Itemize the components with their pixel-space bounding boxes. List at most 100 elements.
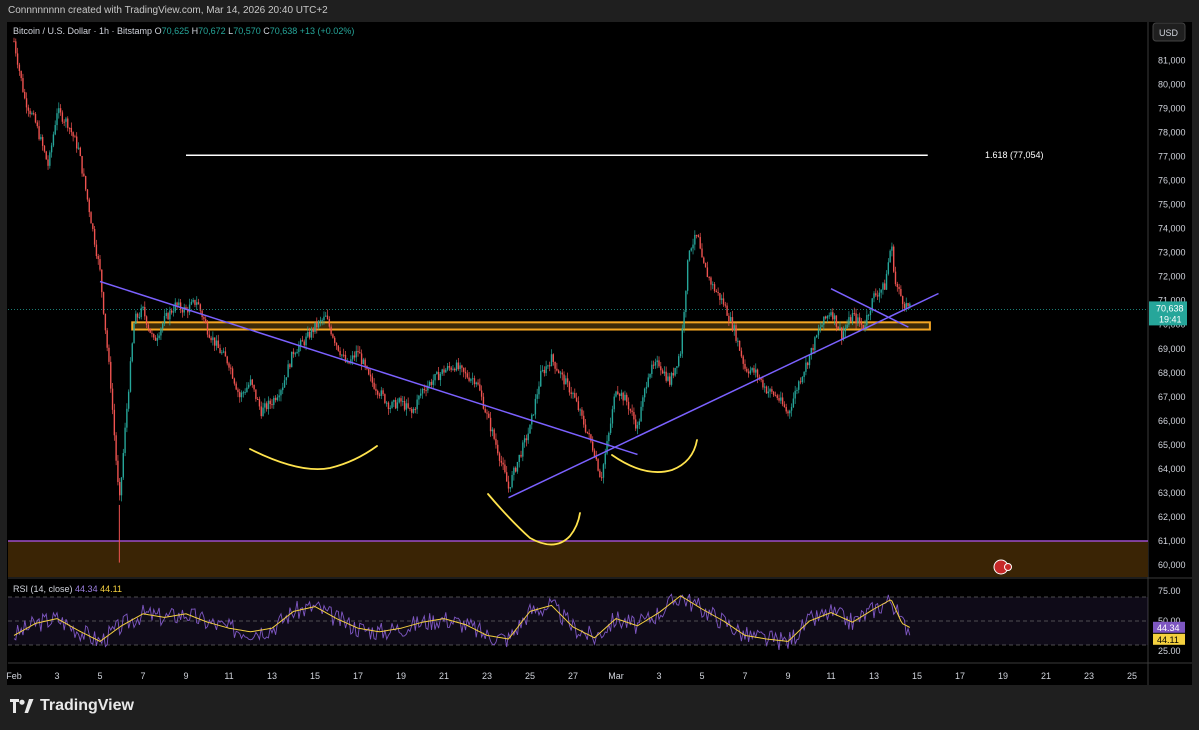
- candle-body: [255, 389, 257, 399]
- candle-body: [251, 379, 253, 385]
- candle-body: [246, 387, 248, 393]
- candle-body: [323, 316, 325, 321]
- candle-body: [151, 332, 153, 334]
- candle-body: [334, 337, 336, 343]
- candle-body: [672, 372, 675, 376]
- candle-body: [473, 378, 476, 385]
- candle-body: [126, 408, 128, 428]
- candle-body: [140, 308, 142, 318]
- candle-body: [74, 136, 76, 138]
- candle-body: [409, 407, 411, 410]
- candle-body: [482, 396, 485, 409]
- candle-body: [441, 369, 443, 374]
- time-tick: 5: [97, 671, 102, 681]
- candle-body: [905, 303, 907, 309]
- candle-body: [889, 250, 891, 263]
- candle-body: [427, 385, 429, 391]
- time-tick: 19: [396, 671, 406, 681]
- candle-body: [213, 337, 216, 346]
- candle-body: [570, 392, 572, 394]
- candle-body: [617, 391, 619, 395]
- chart-attribution: Connnnnnnn created with TradingView.com,…: [0, 0, 1199, 22]
- candle-body: [540, 370, 542, 387]
- candle-body: [549, 365, 551, 367]
- candle-body: [278, 395, 280, 398]
- candle-body: [832, 312, 834, 320]
- candle-body: [602, 464, 605, 478]
- candle-body: [342, 354, 345, 356]
- grid-lines: [8, 22, 1192, 685]
- candle-body: [726, 305, 728, 316]
- candle-body: [303, 341, 305, 346]
- candle-body: [790, 407, 793, 411]
- candle-body: [280, 390, 282, 396]
- candle-body: [778, 398, 780, 401]
- price-chart[interactable]: 82,00081,00080,00079,00078,00077,00076,0…: [0, 0, 1199, 685]
- candle-body: [789, 410, 791, 414]
- candle-body: [76, 136, 78, 149]
- candle-body: [824, 316, 827, 319]
- candle-body: [523, 438, 526, 443]
- candle-body: [828, 315, 830, 317]
- tradingview-logo[interactable]: TradingView: [10, 697, 134, 715]
- candle-body: [298, 345, 300, 353]
- candle-body: [411, 409, 413, 413]
- candle-body: [471, 378, 474, 380]
- candle-body: [615, 391, 617, 397]
- candle-body: [341, 354, 343, 356]
- candle-body: [158, 335, 160, 339]
- candle-body: [592, 441, 594, 451]
- candle-body: [194, 299, 196, 305]
- candle-body: [101, 269, 103, 293]
- candle-body: [283, 380, 286, 388]
- candle-body: [692, 244, 694, 249]
- candle-body: [436, 371, 438, 375]
- time-tick: Mar: [608, 671, 624, 681]
- candle-body: [812, 348, 814, 351]
- candle-body: [418, 395, 420, 400]
- close-value: 70,638: [269, 26, 298, 36]
- candle-body: [136, 313, 139, 318]
- price-tick: 77,000: [1158, 152, 1186, 162]
- candle-body: [557, 370, 560, 374]
- candle-body: [751, 368, 753, 371]
- candle-body: [274, 397, 277, 401]
- candle-body: [848, 317, 850, 325]
- candle-body: [231, 368, 234, 379]
- price-tick: 68,000: [1158, 368, 1186, 378]
- candle-body: [629, 409, 632, 411]
- time-tick: 23: [1084, 671, 1094, 681]
- candle-body: [188, 304, 191, 313]
- candle-body: [735, 325, 737, 341]
- candle-body: [864, 325, 866, 330]
- candle-body: [72, 132, 74, 137]
- price-tick: 64,000: [1158, 464, 1186, 474]
- candle-body: [595, 456, 597, 460]
- candle-body: [219, 348, 221, 354]
- candle-body: [260, 406, 262, 417]
- candle-body: [839, 327, 841, 329]
- candle-body: [502, 462, 504, 465]
- candle-body: [428, 381, 431, 386]
- candle-body: [690, 248, 692, 251]
- candle-body: [794, 390, 796, 399]
- time-tick: 27: [568, 671, 578, 681]
- candle-body: [199, 304, 202, 311]
- time-tick: 3: [656, 671, 661, 681]
- candle-body: [142, 306, 144, 309]
- candle-body: [371, 376, 374, 383]
- candle-body: [385, 402, 388, 404]
- candle-body: [174, 302, 176, 312]
- time-tick: 17: [955, 671, 965, 681]
- candle-body: [764, 386, 766, 388]
- price-tick: 72,000: [1158, 272, 1186, 282]
- candle-body: [403, 400, 406, 410]
- candle-body: [122, 452, 124, 478]
- candle-body: [516, 461, 519, 472]
- candle-body: [15, 41, 17, 54]
- candle-body: [167, 313, 169, 320]
- candle-body: [396, 402, 399, 409]
- candle-body: [256, 398, 259, 400]
- candle-body: [445, 369, 447, 373]
- rsi-label: RSI (14, close): [13, 584, 73, 594]
